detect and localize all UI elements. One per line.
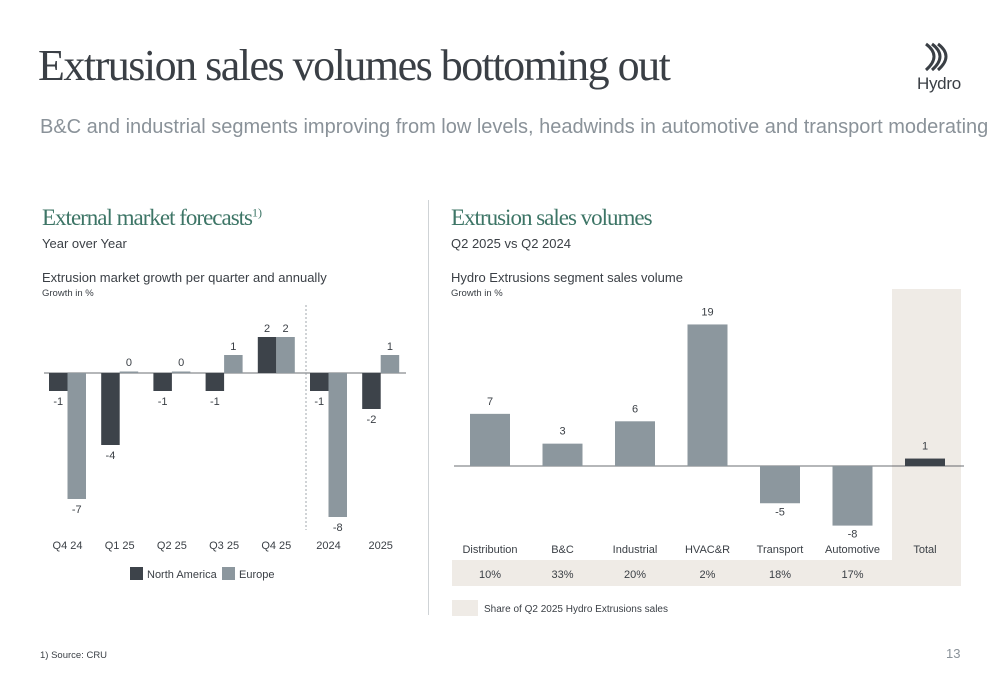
data-label: 7 <box>487 396 493 408</box>
left-section-heading: External market forecasts1) <box>42 205 262 230</box>
data-label: -8 <box>333 522 343 534</box>
page-subtitle: B&C and industrial segments improving fr… <box>40 116 989 138</box>
bar-north-america <box>205 373 225 391</box>
data-label: 3 <box>559 426 565 438</box>
page-number: 13 <box>946 646 961 661</box>
bar-total <box>905 458 945 466</box>
data-label: 0 <box>126 357 132 369</box>
data-label: 2 <box>282 323 288 335</box>
data-label: -5 <box>775 506 785 518</box>
heading-footnote-marker: 1) <box>252 205 262 220</box>
x-tick-label: Distribution <box>462 544 517 556</box>
legend-swatch-north-america <box>130 567 143 580</box>
share-value: 2% <box>700 569 716 581</box>
x-tick-label: Q1 25 <box>105 540 135 552</box>
data-label: -1 <box>210 396 220 408</box>
data-label: -1 <box>53 396 63 408</box>
share-value: 10% <box>479 569 501 581</box>
data-label: 2 <box>264 323 270 335</box>
bar-north-america <box>49 373 68 391</box>
logo-text: Hydro <box>917 74 961 93</box>
hydro-logo-icon <box>924 42 948 72</box>
legend-swatch-europe <box>222 567 235 580</box>
sales-volume-chart: 7 Distribution 10% 3 B&C 33% 6 Industrial 20% 19 H… <box>452 289 964 616</box>
left-chart-title: Extrusion market growth per quarter and … <box>42 270 327 285</box>
x-tick-label: HVAC&R <box>685 544 730 556</box>
share-value: 18% <box>769 569 791 581</box>
bar-europe <box>380 355 400 373</box>
data-label: -2 <box>367 414 377 426</box>
x-tick-label: B&C <box>551 544 574 556</box>
right-section-subheading: Q2 2025 vs Q2 2024 <box>451 236 571 251</box>
page-title: Extrusion sales volumes bottoming out <box>38 41 671 90</box>
bar-segment <box>832 466 873 526</box>
x-tick-label: Q3 25 <box>209 540 239 552</box>
bar-segment <box>542 443 583 466</box>
bar-europe <box>67 373 86 499</box>
x-tick-label: Automotive <box>825 544 880 556</box>
bar-segment <box>470 413 510 466</box>
data-label: -1 <box>314 396 324 408</box>
bar-north-america <box>257 337 277 373</box>
bar-segment <box>760 466 800 504</box>
legend-label: North America <box>147 569 218 581</box>
bar-europe <box>276 337 295 373</box>
right-chart-unit: Growth in % <box>451 288 503 299</box>
footnote: 1) Source: CRU <box>40 650 108 661</box>
total-column-highlight <box>892 289 961 586</box>
x-tick-label: 2024 <box>316 540 340 552</box>
left-chart-unit: Growth in % <box>42 288 94 299</box>
share-value: 20% <box>624 569 646 581</box>
bar-europe <box>171 371 191 373</box>
share-legend-swatch <box>452 600 478 616</box>
data-label: 1 <box>387 341 393 353</box>
right-chart-title: Hydro Extrusions segment sales volume <box>451 270 683 285</box>
bar-europe <box>328 373 347 517</box>
market-growth-chart: -1 -7 Q4 24 -4 0 Q1 25 -1 0 Q2 25 -1 1 Q3 25 2 2 Q4 25… <box>44 305 406 581</box>
data-label: -1 <box>158 396 168 408</box>
bar-north-america <box>362 373 381 409</box>
bar-europe <box>119 371 139 373</box>
legend-label: Europe <box>239 569 274 581</box>
data-label: 1 <box>922 441 928 453</box>
share-value: 33% <box>551 569 573 581</box>
bar-north-america <box>153 373 172 391</box>
data-label: -7 <box>72 504 82 516</box>
data-label: -4 <box>106 450 116 462</box>
x-tick-label: Q2 25 <box>157 540 187 552</box>
bar-north-america <box>101 373 120 445</box>
x-tick-label: Q4 24 <box>53 540 83 552</box>
data-label: 0 <box>178 357 184 369</box>
x-tick-label: Q4 25 <box>261 540 291 552</box>
right-section-heading: Extrusion sales volumes <box>451 205 653 230</box>
data-label: 19 <box>701 306 713 318</box>
x-tick-label: Industrial <box>613 544 658 556</box>
share-band <box>452 560 892 586</box>
share-legend-label: Share of Q2 2025 Hydro Extrusions sales <box>484 604 668 615</box>
bar-europe <box>224 355 243 373</box>
data-label: 1 <box>230 341 236 353</box>
panel-divider <box>428 200 429 615</box>
data-label: 6 <box>632 403 638 415</box>
share-value: 17% <box>841 569 863 581</box>
bar-segment <box>615 421 655 466</box>
x-tick-label: 2025 <box>368 540 392 552</box>
data-label: -8 <box>848 529 858 541</box>
x-tick-label: Total <box>913 544 936 556</box>
x-tick-label: Transport <box>757 544 804 556</box>
bar-segment <box>687 324 728 466</box>
left-section-subheading: Year over Year <box>42 236 127 251</box>
bar-north-america <box>310 373 329 391</box>
